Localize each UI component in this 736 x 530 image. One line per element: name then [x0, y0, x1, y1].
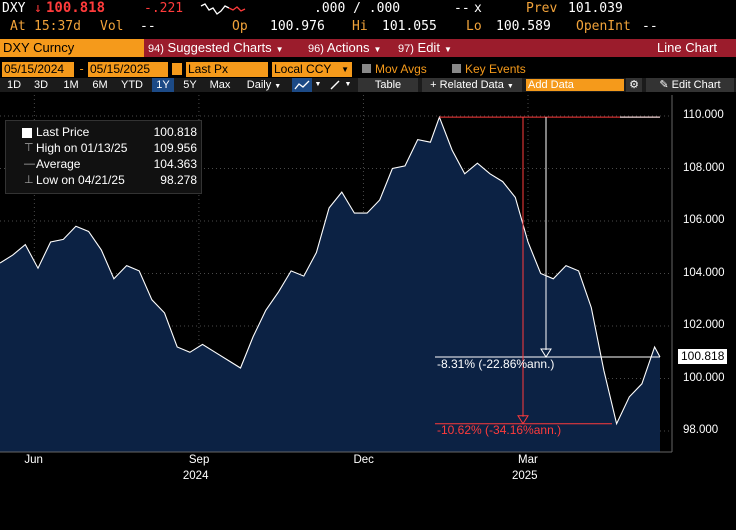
title-bar: [0, 39, 736, 57]
openint-label: OpenInt: [576, 19, 631, 34]
line-style-icon[interactable]: [292, 78, 312, 92]
frequency-selector[interactable]: Daily ▼: [246, 79, 282, 91]
high-marker-icon: ⊤: [24, 142, 34, 154]
x-year-label: 2024: [182, 470, 209, 482]
calendar-icon[interactable]: [172, 63, 182, 75]
last-price: 100.818: [46, 0, 106, 16]
high-value: 109.956: [153, 141, 197, 155]
start-date-field[interactable]: 05/15/2024: [2, 62, 74, 77]
period-1y[interactable]: 1Y: [152, 78, 174, 92]
low-marker-icon: ⊥: [24, 174, 34, 186]
ticker: DXY: [2, 1, 26, 16]
open-value: 100.976: [270, 19, 325, 34]
high-label: Hi: [352, 19, 368, 34]
prev-label: Prev: [526, 1, 558, 16]
related-data-button[interactable]: + Related Data ▼: [422, 78, 522, 92]
end-date-field[interactable]: 05/15/2025: [88, 62, 168, 77]
draw-tool-dropdown-icon[interactable]: ▼: [344, 81, 352, 88]
vol-label: Vol: [100, 19, 124, 34]
sparkline-icon: [200, 3, 246, 15]
x-tick-label: Mar: [518, 454, 538, 466]
high-low-arrow-head-icon: [517, 415, 529, 425]
mov-avgs-checkbox[interactable]: [362, 64, 371, 73]
settings-icon[interactable]: ⚙: [626, 78, 642, 92]
x-tick-label: Sep: [188, 454, 210, 466]
average-value: 104.363: [153, 157, 197, 171]
table-button[interactable]: Table: [358, 78, 418, 92]
period-5y[interactable]: 5Y: [183, 79, 197, 91]
bid-ask: .000 / .000: [314, 1, 401, 16]
period-ytd[interactable]: YTD: [121, 79, 143, 91]
last-price-value: 100.818: [153, 125, 197, 139]
edit-chart-button[interactable]: ✎ Edit Chart: [646, 78, 734, 92]
date-range-dash: -: [78, 62, 86, 76]
high-label: High on 01/13/25: [36, 141, 128, 155]
price-chart[interactable]: [0, 95, 736, 485]
chart-legend[interactable]: Last Price 100.818 ⊤ High on 01/13/25 10…: [5, 120, 202, 194]
period-6m[interactable]: 6M: [92, 79, 108, 91]
period-1d[interactable]: 1D: [6, 79, 22, 91]
x-tick-label: Jun: [24, 454, 43, 466]
at-time: 15:37d: [34, 19, 81, 34]
chart-view-label: Line Chart: [657, 40, 717, 55]
low-label: Lo: [466, 19, 482, 34]
y-tick-label: 110.000: [683, 109, 724, 121]
low-label: Low on 04/21/25: [36, 173, 125, 187]
price-area: [0, 117, 660, 452]
close-x-icon: x: [474, 1, 482, 16]
at-label: At: [10, 19, 26, 34]
edit-menu[interactable]: 97) Edit ▼: [398, 40, 452, 55]
price-down-arrow-icon: ↓: [34, 1, 42, 16]
currency-selector[interactable]: Local CCY ▼: [272, 62, 352, 77]
pencil-icon: ✎: [659, 79, 669, 91]
net-change: -.221: [144, 1, 184, 16]
line-style-dropdown-icon[interactable]: ▼: [314, 81, 322, 88]
y-tick-label: 104.000: [683, 266, 725, 279]
y-tick-label: 98.000: [683, 424, 719, 436]
actions-menu[interactable]: 96) Actions ▼: [308, 40, 382, 55]
high-value: 101.055: [382, 19, 437, 34]
prev-value: 101.039: [568, 1, 623, 16]
suggested-charts-menu[interactable]: 94) Suggested Charts ▼: [148, 40, 284, 55]
security-field[interactable]: DXY Curncy: [0, 39, 144, 57]
vol-value: --: [140, 19, 156, 34]
field-selector[interactable]: Last Px: [186, 62, 268, 77]
key-events-checkbox[interactable]: [452, 64, 461, 73]
low-value: 100.589: [496, 19, 551, 34]
drawdown-arrow-head-icon: [540, 348, 552, 358]
average-label: Average: [36, 157, 81, 171]
low-value: 98.278: [160, 173, 197, 187]
bid-ask-dashes: --: [454, 1, 470, 16]
last-price-swatch-icon: [22, 128, 32, 138]
y-tick-label: 100.000: [683, 371, 725, 384]
y-tick-label: 106.000: [683, 214, 725, 226]
price-line: [0, 115, 661, 426]
x-tick-label: Dec: [353, 454, 374, 466]
open-label: Op: [232, 19, 248, 34]
plus-icon: +: [430, 79, 437, 91]
period-3d[interactable]: 3D: [33, 79, 49, 91]
y-tick-label: 102.000: [683, 319, 725, 331]
period-1m[interactable]: 1M: [63, 79, 79, 91]
draw-tool-icon[interactable]: [326, 78, 344, 92]
period-max[interactable]: Max: [209, 79, 231, 91]
y-tick-label: 108.000: [683, 161, 725, 174]
last-price-label: Last Price: [36, 125, 90, 139]
add-data-input[interactable]: Add Data: [526, 79, 624, 91]
average-marker-icon: —: [24, 158, 35, 170]
key-events-label: Key Events: [465, 62, 526, 76]
high-to-low-label: -10.62% (-34.16%ann.): [437, 423, 562, 437]
mov-avgs-label: Mov Avgs: [375, 62, 427, 76]
x-year-label: 2025: [512, 470, 538, 482]
openint-value: --: [642, 19, 658, 34]
last-value-label: 100.818: [678, 349, 728, 364]
drawdown-from-high-label: -8.31% (-22.86%ann.): [437, 357, 555, 371]
